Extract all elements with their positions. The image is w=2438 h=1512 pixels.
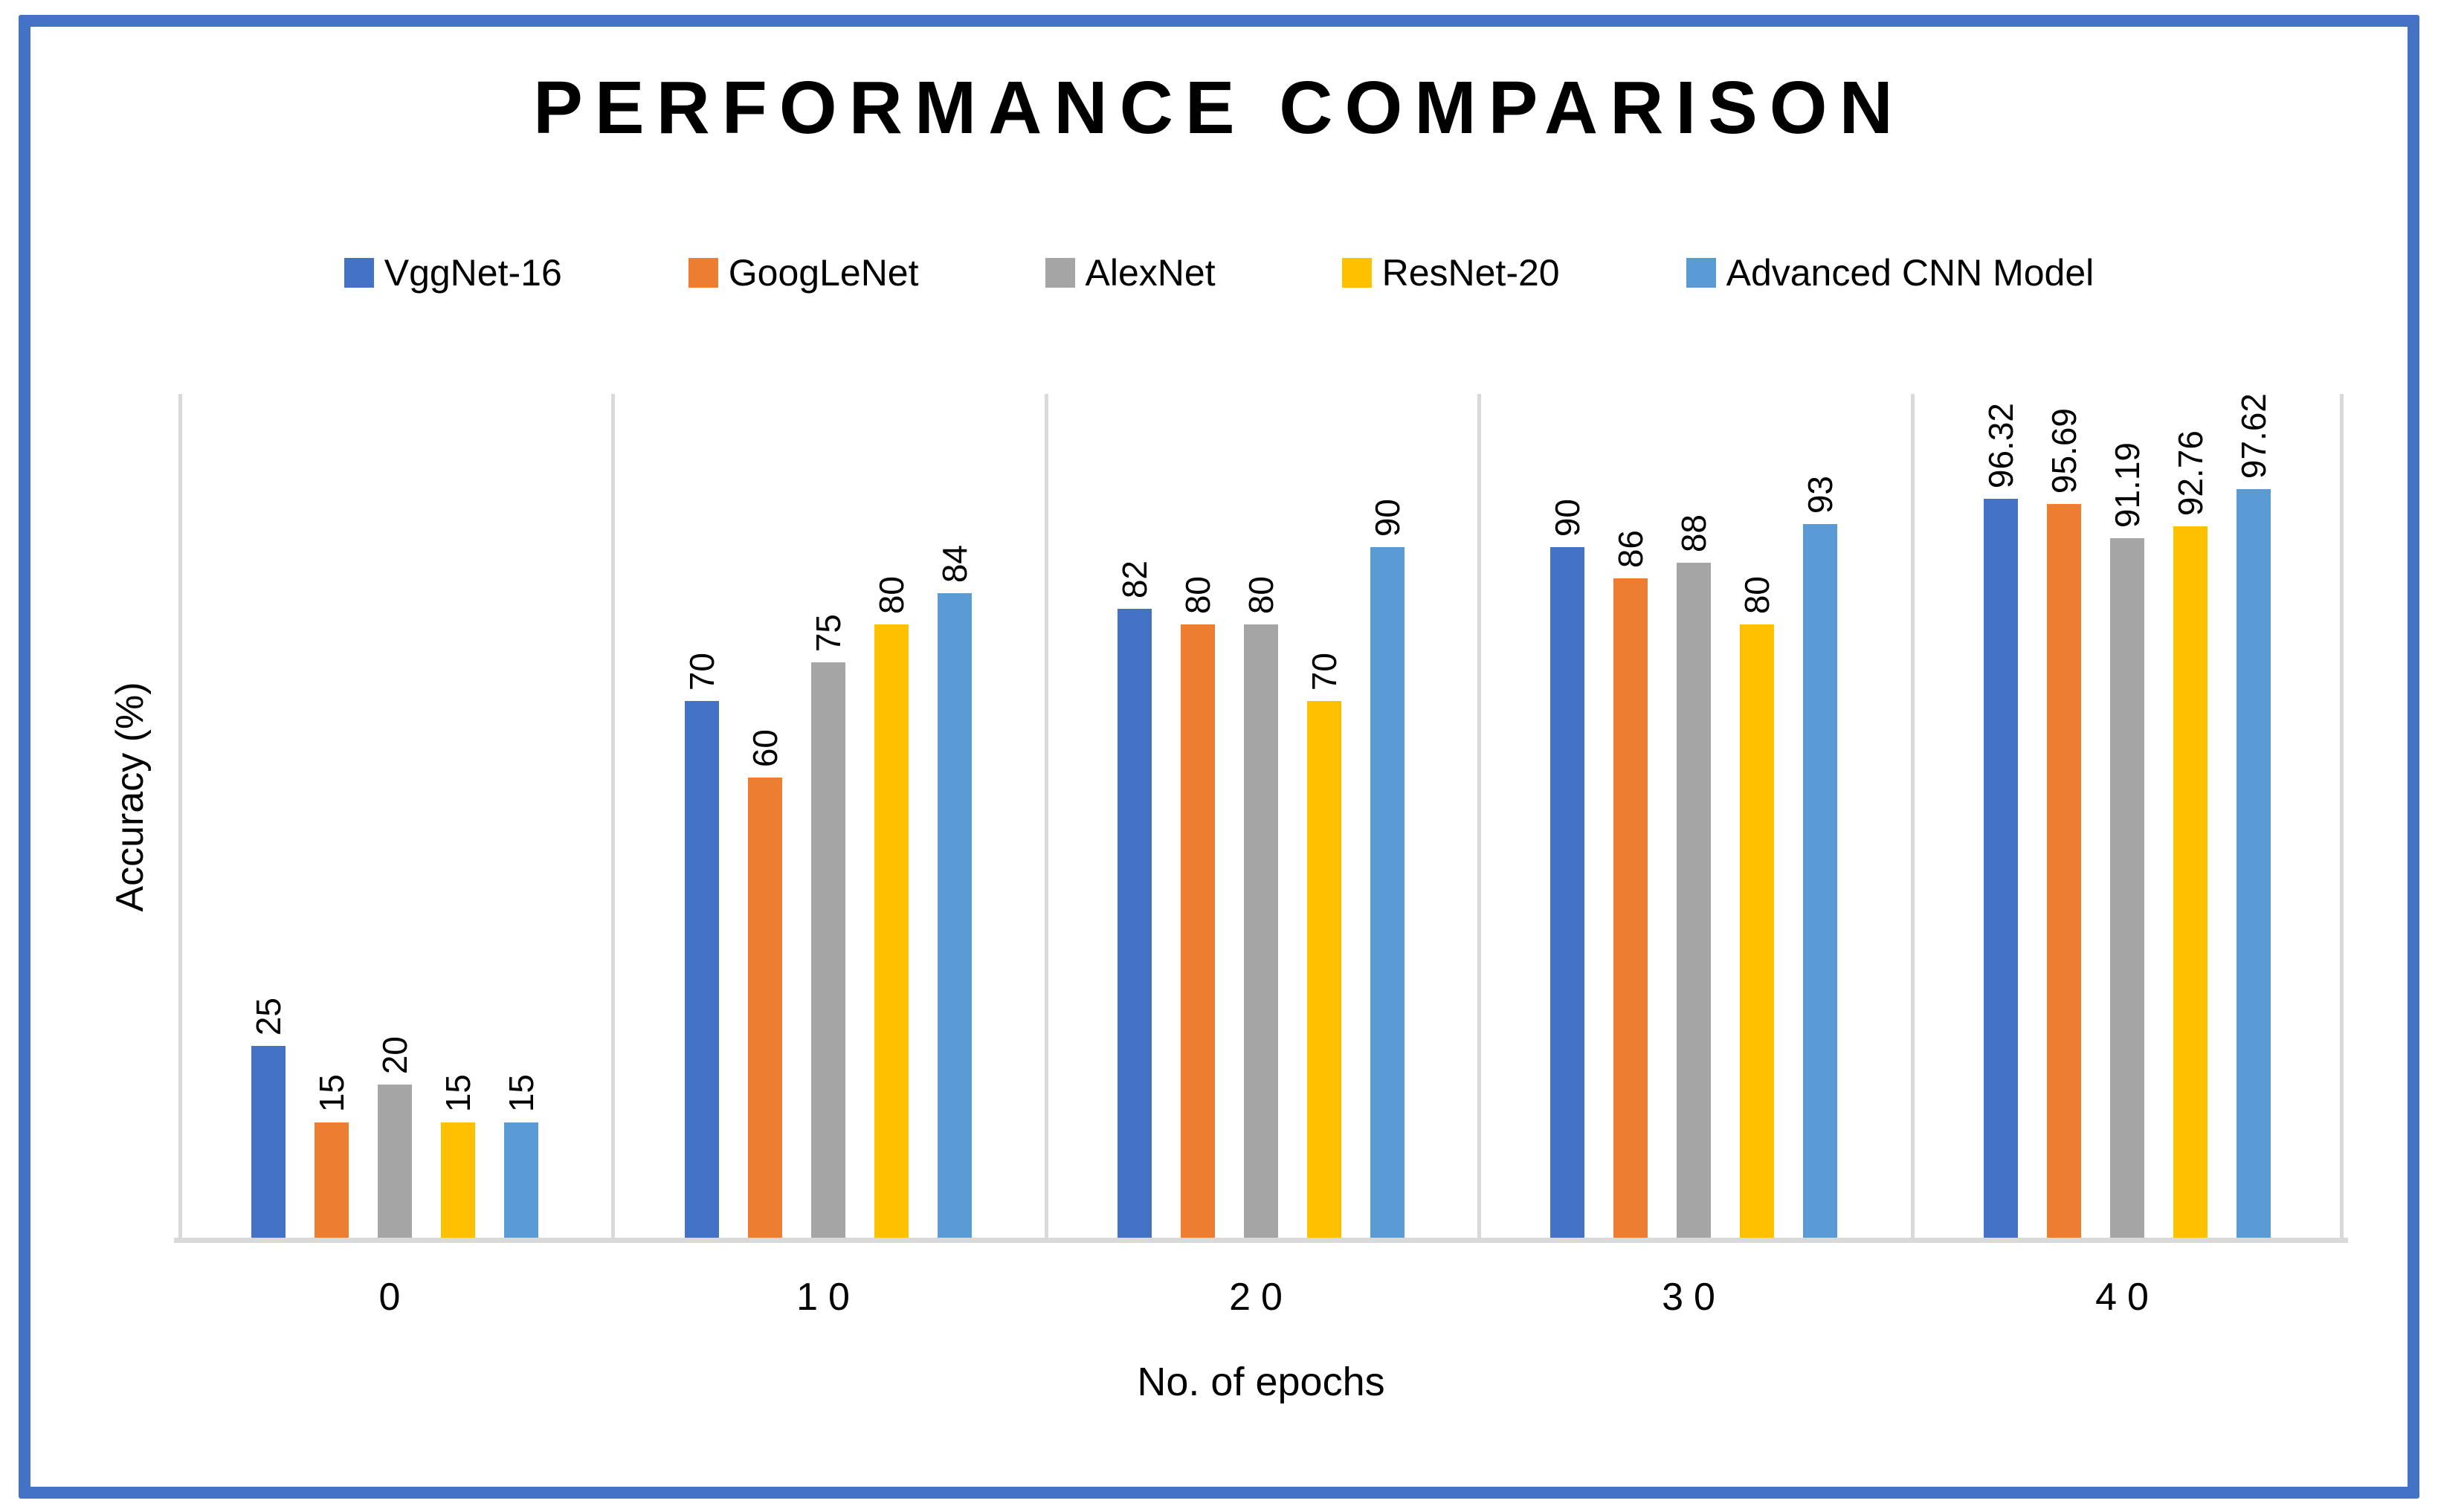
x-tick-label-40: 40: [2095, 1276, 2159, 1319]
category-separator-line: [611, 394, 615, 1238]
legend-item-advanced-cnn-model: Advanced CNN Model: [1686, 251, 2094, 294]
bar-value-label: 60: [746, 728, 784, 767]
legend-label: VggNet-16: [384, 252, 562, 294]
category-separator-line: [1477, 394, 1481, 1238]
bar-alexnet-epoch-30: [1677, 563, 1711, 1238]
bar-googlenet-epoch-30: [1613, 578, 1648, 1238]
bar-value-label: 95.69: [2045, 407, 2083, 494]
bar-value-label: 80: [1178, 575, 1217, 614]
legend-swatch-icon: [344, 258, 374, 288]
legend-swatch-icon: [1341, 258, 1372, 288]
legend: VggNet-16 GoogLeNet AlexNet ResNet-20 Advanc…: [0, 251, 2438, 294]
x-tick-label-20: 20: [1229, 1276, 1293, 1319]
legend-label: Advanced CNN Model: [1726, 252, 2094, 294]
legend-label: ResNet-20: [1381, 252, 1560, 294]
bar-advanced-cnn-model-epoch-10: [938, 593, 972, 1238]
bar-value-label: 96.32: [1981, 402, 2020, 488]
bar-alexnet-epoch-40: [2110, 538, 2144, 1238]
bar-value-label: 90: [1548, 498, 1587, 537]
bar-value-label: 15: [439, 1073, 477, 1112]
bar-vggnet-16-epoch-10: [685, 701, 719, 1238]
bar-googlenet-epoch-0: [315, 1122, 349, 1238]
legend-item-resnet-20: ResNet-20: [1341, 251, 1560, 294]
bar-value-label: 20: [375, 1036, 414, 1074]
category-separator-line: [2340, 394, 2344, 1238]
bar-resnet-20-epoch-20: [1307, 701, 1341, 1238]
bar-googlenet-epoch-20: [1181, 624, 1215, 1238]
chart-border-frame: [19, 15, 2419, 1499]
bar-googlenet-epoch-10: [748, 778, 782, 1238]
bar-vggnet-16-epoch-20: [1118, 609, 1152, 1238]
bar-googlenet-epoch-40: [2047, 504, 2081, 1238]
bar-value-label: 75: [809, 613, 848, 652]
legend-label: AlexNet: [1085, 252, 1216, 294]
bar-value-label: 80: [1738, 575, 1776, 614]
bar-value-label: 70: [683, 652, 721, 691]
category-separator-line: [1911, 394, 1915, 1238]
bar-value-label: 92.76: [2171, 430, 2210, 516]
bar-value-label: 84: [935, 544, 974, 583]
bar-alexnet-epoch-20: [1244, 624, 1278, 1238]
legend-item-alexnet: AlexNet: [1045, 251, 1216, 294]
category-separator-line: [1045, 394, 1048, 1238]
bar-advanced-cnn-model-epoch-20: [1370, 547, 1405, 1238]
bar-value-label: 15: [502, 1073, 541, 1112]
bar-vggnet-16-epoch-40: [1984, 499, 2018, 1238]
y-axis-title: Accuracy (%): [109, 682, 152, 912]
x-tick-label-30: 30: [1662, 1276, 1726, 1319]
bar-value-label: 88: [1674, 514, 1713, 552]
bar-value-label: 90: [1368, 498, 1407, 537]
legend-swatch-icon: [1686, 258, 1716, 288]
x-tick-label-0: 0: [378, 1276, 411, 1319]
bar-advanced-cnn-model-epoch-40: [2237, 489, 2271, 1238]
chart-title: PERFORMANCE COMPARISON: [533, 66, 1905, 149]
bar-value-label: 91.19: [2108, 442, 2147, 528]
plot-area: 25 15 20 15 15 0 70 60 75 80 84 10 82 80 80 70 90 20 90 86 8…: [174, 392, 2348, 1319]
bar-value-label: 86: [1611, 529, 1650, 568]
bar-value-label: 97.62: [2234, 392, 2273, 479]
bar-value-label: 80: [872, 575, 911, 614]
bar-vggnet-16-epoch-0: [251, 1046, 286, 1238]
legend-item-vggnet-16: VggNet-16: [344, 251, 562, 294]
legend-swatch-icon: [688, 258, 718, 288]
bar-alexnet-epoch-0: [378, 1085, 412, 1238]
bar-vggnet-16-epoch-30: [1550, 547, 1584, 1238]
bar-resnet-20-epoch-0: [441, 1122, 475, 1238]
bar-advanced-cnn-model-epoch-30: [1803, 524, 1837, 1238]
category-separator-line: [178, 394, 182, 1238]
legend-label: GoogLeNet: [728, 252, 919, 294]
x-tick-label-10: 10: [796, 1276, 860, 1319]
bar-value-label: 15: [312, 1073, 351, 1112]
bar-value-label: 82: [1115, 560, 1154, 598]
bar-value-label: 70: [1305, 652, 1344, 691]
bar-value-label: 80: [1242, 575, 1280, 614]
legend-item-googlenet: GoogLeNet: [688, 251, 919, 294]
bar-resnet-20-epoch-30: [1740, 624, 1774, 1238]
bar-resnet-20-epoch-10: [874, 624, 909, 1238]
bar-advanced-cnn-model-epoch-0: [504, 1122, 538, 1238]
legend-swatch-icon: [1045, 258, 1075, 288]
bar-alexnet-epoch-10: [811, 662, 845, 1238]
x-axis-line: [174, 1238, 2348, 1243]
bar-value-label: 25: [249, 997, 288, 1036]
bar-resnet-20-epoch-40: [2173, 526, 2208, 1238]
x-axis-title: No. of epochs: [1137, 1360, 1385, 1404]
bar-value-label: 93: [1801, 475, 1839, 514]
